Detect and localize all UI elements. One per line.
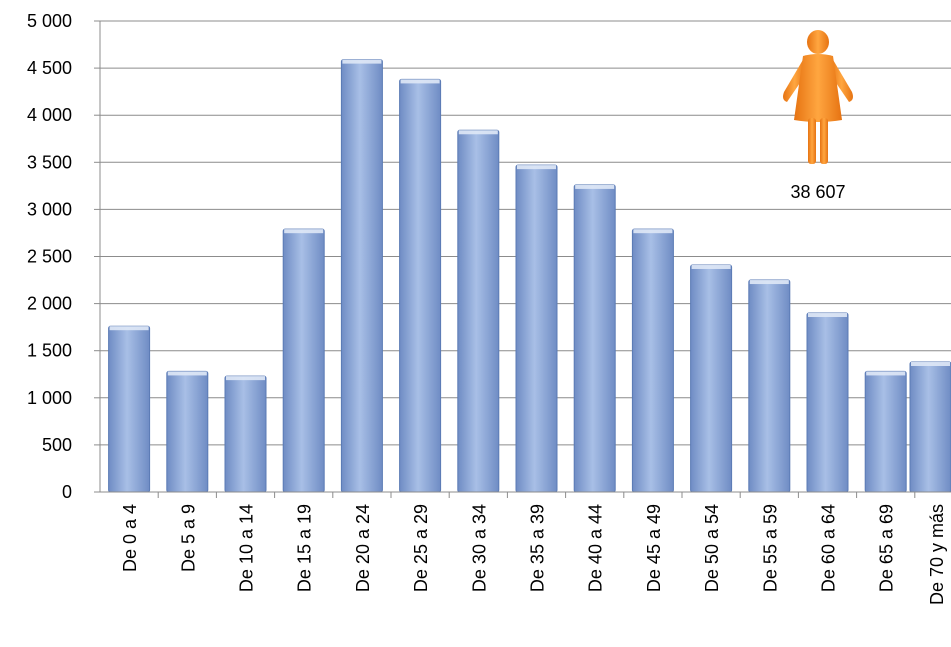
bar-highlight — [167, 371, 207, 376]
x-tick-label: De 15 a 19 — [295, 504, 315, 592]
woman-icon — [783, 30, 853, 164]
bar-highlight — [575, 184, 615, 189]
y-tick-label: 2 000 — [27, 294, 72, 314]
bar-highlight — [866, 371, 906, 376]
bar — [224, 375, 267, 493]
y-tick-label: 5 000 — [27, 11, 72, 31]
bar — [806, 312, 849, 493]
bar — [909, 361, 951, 493]
bar-highlight — [749, 280, 789, 285]
bar-highlight — [808, 313, 847, 318]
x-tick-labels: De 0 a 4 De 5 a 9 De 10 a 14 De 15 a 19 De 2… — [120, 504, 947, 605]
x-tick-label: De 50 a 54 — [702, 504, 722, 592]
y-tick-label: 3 000 — [27, 199, 72, 219]
bar — [515, 164, 558, 493]
y-tick-label: 4 000 — [27, 105, 72, 125]
y-tick-label: 2 500 — [27, 247, 72, 267]
x-tick-label: De 65 a 69 — [877, 504, 897, 592]
total-label: 38 607 — [790, 182, 845, 202]
bar — [864, 370, 907, 493]
bar-highlight — [458, 130, 498, 135]
x-tick-label: De 55 a 59 — [760, 504, 780, 592]
bar-highlight — [109, 326, 149, 331]
y-tick-label: 1 000 — [27, 388, 72, 408]
bar — [631, 228, 674, 493]
bar — [573, 184, 616, 493]
bars — [108, 59, 951, 493]
y-tick-label: 0 — [62, 482, 72, 502]
bar-highlight — [633, 229, 673, 234]
bar-highlight — [284, 229, 324, 234]
bar-highlight — [517, 165, 556, 170]
bar — [399, 78, 442, 493]
bar — [748, 279, 791, 493]
bar — [166, 370, 209, 493]
y-tick-label: 3 500 — [27, 152, 72, 172]
bar-highlight — [342, 59, 382, 64]
bar — [108, 325, 151, 493]
x-tick-label: De 20 a 24 — [353, 504, 373, 592]
bar — [690, 264, 733, 493]
x-tick-label: De 35 a 39 — [528, 504, 548, 592]
bar — [457, 129, 500, 493]
x-tick-label: De 25 a 29 — [411, 504, 431, 592]
x-tick-label: De 60 a 64 — [819, 504, 839, 592]
bar-highlight — [691, 264, 731, 269]
y-tick-label: 500 — [42, 435, 72, 455]
bar — [282, 228, 325, 493]
x-tick-label: De 45 a 49 — [644, 504, 664, 592]
y-tick-label: 4 500 — [27, 58, 72, 78]
x-tick-label: De 5 a 9 — [178, 504, 198, 572]
x-tick-label: De 30 a 34 — [469, 504, 489, 592]
x-tick-label: De 10 a 14 — [237, 504, 257, 592]
x-tick-label: De 40 a 44 — [586, 504, 606, 592]
y-tick-label: 1 500 — [27, 341, 72, 361]
bar — [340, 59, 383, 493]
bar-highlight — [226, 376, 265, 381]
x-tick-label: De 70 y más — [927, 504, 947, 605]
axes — [94, 20, 951, 498]
bar-highlight — [400, 79, 440, 84]
x-tick-label: De 0 a 4 — [120, 504, 140, 572]
y-tick-labels: 0 500 1 000 1 500 2 000 2 500 3 000 3 500 4 000 4… — [27, 11, 72, 502]
woman-annotation: 38 607 — [783, 30, 853, 202]
bar-highlight — [911, 362, 950, 367]
